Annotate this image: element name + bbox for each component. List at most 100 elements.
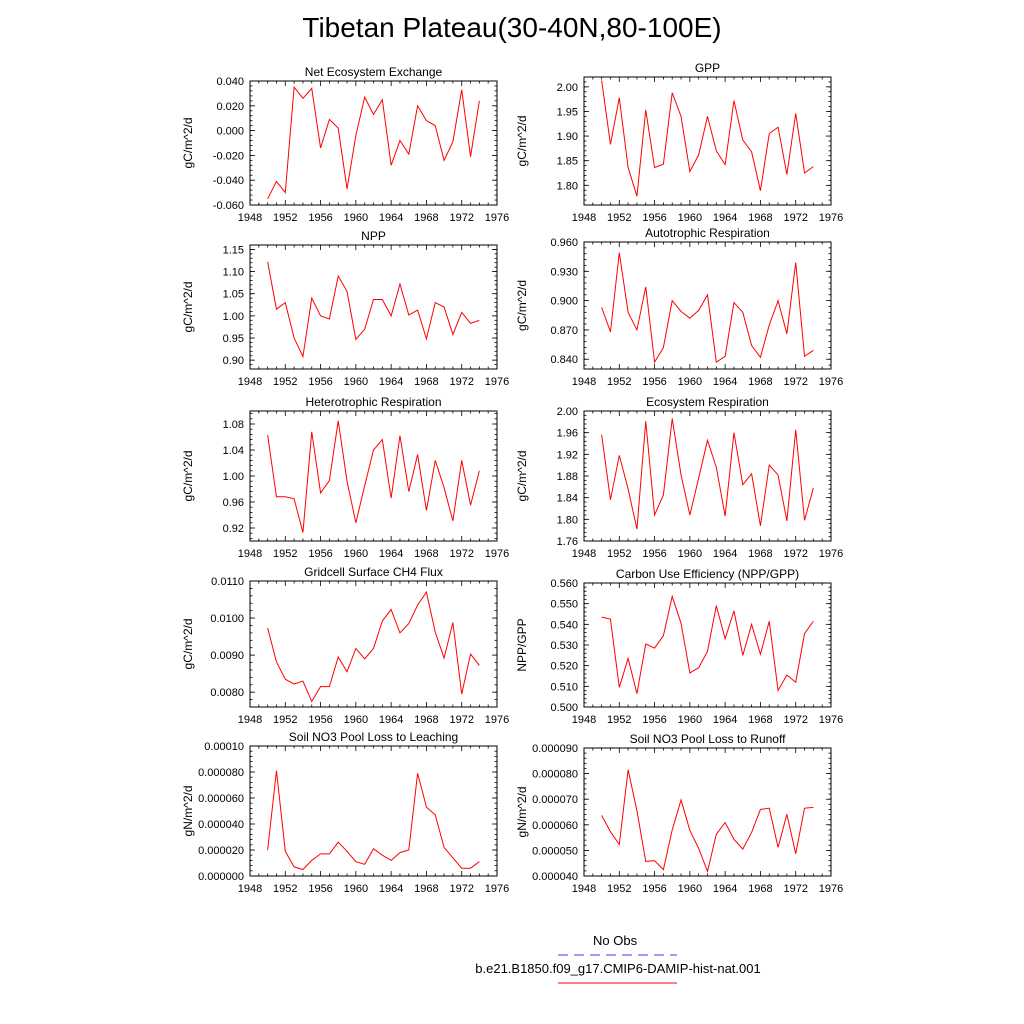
y-axis-label: gN/m^2/d bbox=[181, 786, 195, 837]
y-tick-label: 0.530 bbox=[550, 640, 578, 652]
y-tick-label: 0.000 bbox=[216, 126, 244, 138]
x-tick-label: 1964 bbox=[379, 376, 403, 388]
x-tick-label: 1976 bbox=[819, 883, 843, 895]
plot-frame bbox=[249, 745, 498, 877]
x-tick-label: 1956 bbox=[642, 548, 666, 560]
x-tick-label: 1972 bbox=[783, 548, 807, 560]
x-tick-label: 1960 bbox=[344, 714, 368, 726]
y-tick-label: 0.550 bbox=[550, 599, 578, 611]
series-line bbox=[267, 420, 480, 533]
x-tick-label: 1948 bbox=[238, 714, 262, 726]
x-tick-label: 1960 bbox=[678, 548, 702, 560]
y-tick-label: 1.85 bbox=[557, 156, 578, 168]
y-tick-label: 0.0080 bbox=[210, 687, 244, 699]
y-tick-label: 0.000060 bbox=[198, 793, 244, 805]
plot-frame bbox=[583, 76, 832, 206]
x-tick-label: 1956 bbox=[642, 714, 666, 726]
x-tick-label: 1964 bbox=[713, 714, 737, 726]
y-tick-label: 1.95 bbox=[557, 106, 578, 118]
x-tick-label: 1972 bbox=[783, 376, 807, 388]
y-axis-label: gC/m^2/d bbox=[181, 118, 195, 169]
y-tick-label: 0.000020 bbox=[198, 845, 244, 857]
panel-9: Soil NO3 Pool Loss to Leaching 1948 1952 19… bbox=[181, 730, 509, 895]
x-tick-label: 1960 bbox=[344, 883, 368, 895]
y-tick-label: -0.040 bbox=[213, 175, 244, 187]
x-tick-label: 1964 bbox=[713, 883, 737, 895]
y-tick-label: 0.00010 bbox=[204, 741, 244, 753]
x-tick-label: 1948 bbox=[572, 714, 596, 726]
y-tick-label: 1.05 bbox=[223, 289, 244, 301]
y-tick-label: 0.510 bbox=[550, 681, 578, 693]
y-axis-label: gC/m^2/d bbox=[181, 619, 195, 670]
x-tick-label: 1952 bbox=[607, 714, 631, 726]
x-tick-label: 1976 bbox=[485, 714, 509, 726]
x-tick-label: 1968 bbox=[748, 212, 772, 224]
y-tick-label: 0.0100 bbox=[210, 613, 244, 625]
y-tick-label: 0.900 bbox=[550, 296, 578, 308]
y-tick-label: 1.00 bbox=[223, 471, 244, 483]
panel-3: NPP 1948 1952 1956 1960 1964 1968 1972 1976 0.90 0… bbox=[181, 229, 509, 388]
y-tick-label: 1.80 bbox=[557, 180, 578, 192]
panel-4: Autotrophic Respiration 1948 1952 1956 1960 1… bbox=[515, 226, 843, 388]
x-tick-label: 1972 bbox=[783, 212, 807, 224]
y-tick-label: 0.520 bbox=[550, 661, 578, 673]
y-tick-label: 1.84 bbox=[557, 493, 578, 505]
y-tick-label: 1.90 bbox=[557, 131, 578, 143]
y-axis-label: NPP/GPP bbox=[515, 618, 529, 671]
panel-5: Heterotrophic Respiration 1948 1952 1956 196… bbox=[181, 395, 509, 560]
x-tick-label: 1968 bbox=[414, 714, 438, 726]
x-tick-label: 1972 bbox=[449, 883, 473, 895]
x-tick-label: 1964 bbox=[379, 212, 403, 224]
plot-frame bbox=[583, 582, 832, 708]
y-tick-label: 2.00 bbox=[557, 82, 578, 94]
x-tick-label: 1972 bbox=[449, 714, 473, 726]
x-tick-label: 1976 bbox=[485, 548, 509, 560]
x-tick-label: 1948 bbox=[572, 548, 596, 560]
y-tick-label: 0.0110 bbox=[211, 576, 244, 588]
x-tick-label: 1956 bbox=[308, 548, 332, 560]
y-tick-label: 0.000040 bbox=[198, 819, 244, 831]
y-axis-label: gC/m^2/d bbox=[515, 116, 529, 167]
plot-frame bbox=[583, 241, 832, 370]
panel-title: Carbon Use Efficiency (NPP/GPP) bbox=[616, 567, 799, 581]
y-tick-label: 0.90 bbox=[223, 355, 244, 367]
x-tick-label: 1948 bbox=[238, 376, 262, 388]
x-tick-label: 1968 bbox=[748, 883, 772, 895]
x-tick-label: 1956 bbox=[308, 883, 332, 895]
x-tick-label: 1960 bbox=[344, 376, 368, 388]
panel-title: Soil NO3 Pool Loss to Leaching bbox=[289, 730, 458, 744]
x-tick-label: 1976 bbox=[485, 212, 509, 224]
y-axis-label: gC/m^2/d bbox=[181, 282, 195, 333]
x-tick-label: 1952 bbox=[607, 883, 631, 895]
panel-6: Ecosystem Respiration 1948 1952 1956 1960 196… bbox=[515, 395, 843, 560]
y-tick-label: 1.04 bbox=[223, 445, 244, 457]
series-line bbox=[267, 85, 480, 200]
x-tick-label: 1976 bbox=[485, 376, 509, 388]
y-tick-label: 1.88 bbox=[557, 471, 578, 483]
x-tick-label: 1968 bbox=[414, 376, 438, 388]
panel-title: GPP bbox=[695, 61, 720, 75]
x-tick-label: 1948 bbox=[572, 376, 596, 388]
y-tick-label: 0.000040 bbox=[532, 871, 578, 883]
y-tick-label: 0.92 bbox=[223, 523, 244, 535]
y-tick-label: 0.000050 bbox=[532, 845, 578, 857]
panel-title: Soil NO3 Pool Loss to Runoff bbox=[630, 732, 787, 746]
x-tick-label: 1956 bbox=[308, 212, 332, 224]
y-tick-label: 1.08 bbox=[223, 419, 244, 431]
series-line bbox=[601, 769, 814, 874]
legend-obs-label: No Obs bbox=[593, 933, 638, 948]
y-tick-label: 1.15 bbox=[223, 244, 244, 256]
x-tick-label: 1976 bbox=[819, 548, 843, 560]
x-tick-label: 1960 bbox=[344, 212, 368, 224]
x-tick-label: 1968 bbox=[748, 714, 772, 726]
y-tick-label: 0.500 bbox=[550, 702, 578, 714]
y-tick-label: 1.00 bbox=[223, 311, 244, 323]
x-tick-label: 1952 bbox=[273, 883, 297, 895]
x-tick-label: 1952 bbox=[607, 376, 631, 388]
plot-frame bbox=[249, 244, 498, 370]
x-tick-label: 1976 bbox=[819, 376, 843, 388]
x-tick-label: 1952 bbox=[607, 212, 631, 224]
x-tick-label: 1964 bbox=[713, 212, 737, 224]
y-tick-label: 2.00 bbox=[557, 406, 578, 418]
